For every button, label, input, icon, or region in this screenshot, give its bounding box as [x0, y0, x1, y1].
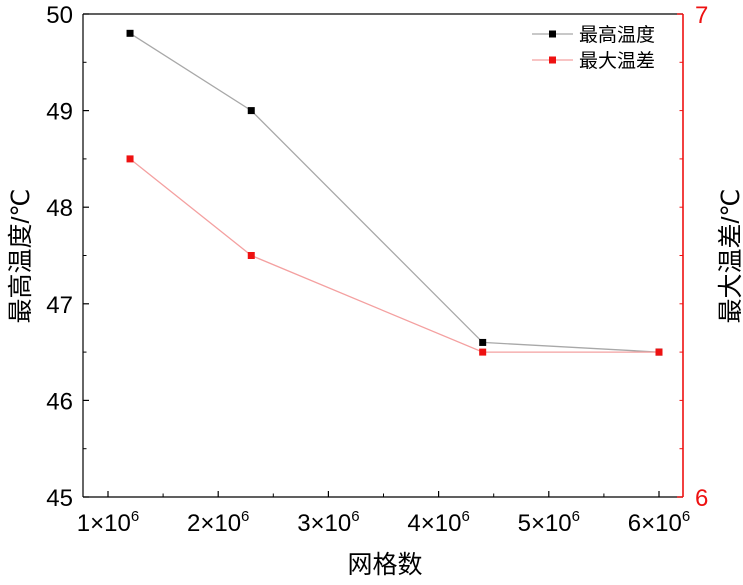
x-tick-label: 3×106 [297, 508, 359, 537]
x-tick-label: 6×106 [628, 508, 690, 537]
series-1-point [479, 338, 487, 346]
x-tick-label: 2×106 [187, 508, 249, 537]
series-line-1 [129, 32, 660, 353]
series-1-point [247, 107, 255, 115]
y-tick-label: 48 [46, 195, 73, 222]
y2-tick-label: 6 [695, 485, 708, 512]
legend-marker [549, 56, 556, 64]
y2-tick-label: 7 [695, 2, 708, 29]
series-2-point [655, 348, 663, 356]
y-tick-label: 45 [46, 485, 73, 512]
y-tick-label: 46 [46, 388, 73, 415]
y-tick-label: 50 [46, 2, 73, 29]
x-tick-label: 4×106 [407, 508, 469, 537]
series-2-point [126, 155, 134, 163]
y-tick-label: 47 [46, 292, 73, 319]
y-axis-left-title: 最高温度/℃ [7, 188, 35, 323]
legend-label: 最高温度 [579, 24, 655, 46]
y-tick-label: 49 [46, 99, 73, 126]
x-tick-label: 5×106 [518, 508, 580, 537]
x-tick-label: 1×106 [77, 508, 139, 537]
series-2-point [247, 252, 255, 259]
series-2-point [479, 348, 487, 356]
x-axis-title: 网格数 [347, 551, 422, 579]
legend-label: 最大温差 [579, 50, 655, 72]
y-axis-right-title: 最大温差/℃ [717, 188, 743, 323]
series-1-point [126, 29, 134, 37]
legend-marker [549, 30, 556, 38]
series-line-2 [129, 158, 659, 353]
